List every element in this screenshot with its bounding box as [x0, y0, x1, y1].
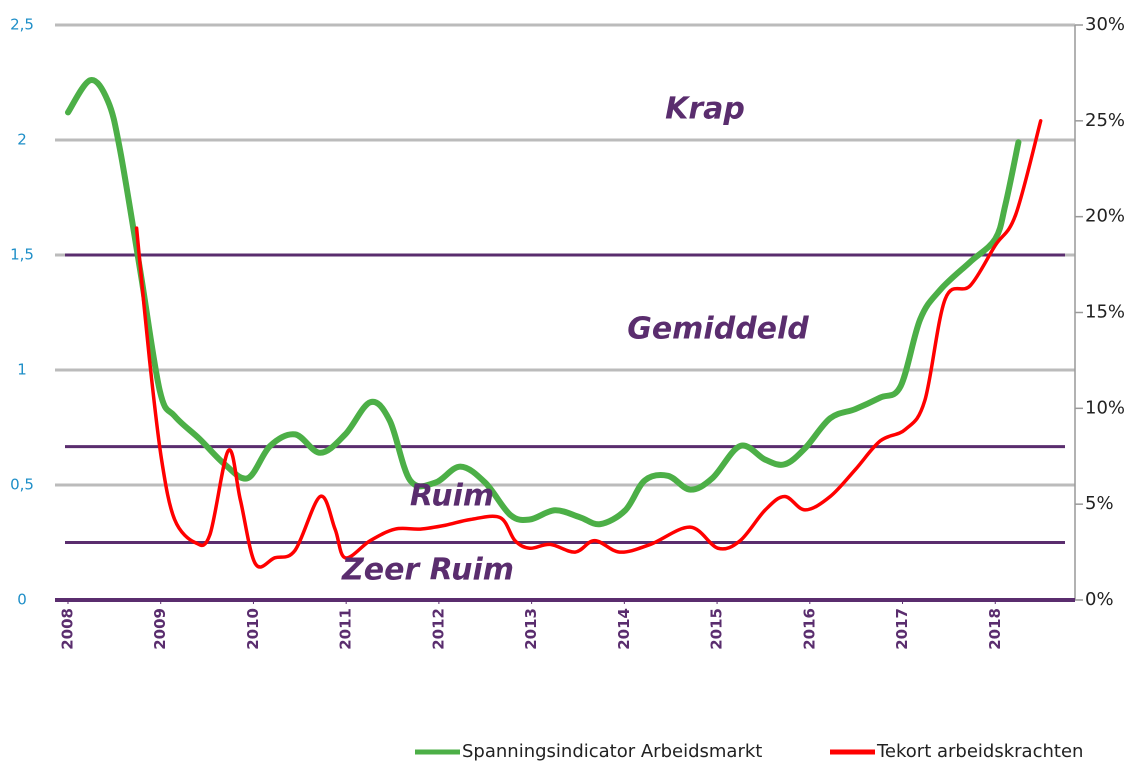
x-tick-label: 2009: [151, 608, 169, 650]
x-tick-label: 2013: [522, 608, 540, 650]
y2-tick-label: 10%: [1085, 397, 1125, 418]
series-line: [64, 77, 1022, 528]
y-tick-label: 1,5: [10, 246, 34, 264]
annotation: Gemiddeld: [627, 312, 809, 347]
legend-label: Spanningsindicator Arbeidsmarkt: [462, 741, 762, 762]
x-tick-label: 2012: [429, 608, 447, 650]
x-tick-label: 2015: [708, 608, 726, 650]
x-tick-label: 2011: [337, 608, 355, 650]
y2-tick-label: 5%: [1085, 493, 1114, 514]
y-tick-label: 2,5: [10, 16, 34, 34]
y-tick-label: 2: [17, 131, 27, 149]
x-tick-label: 2018: [986, 608, 1004, 650]
y2-tick-label: 25%: [1085, 110, 1125, 131]
annotation: Krap: [665, 92, 745, 127]
annotation: Ruim: [410, 479, 494, 514]
annotation: Zeer Ruim: [341, 553, 514, 588]
x-tick-label: 2010: [244, 608, 262, 650]
series-line: [134, 119, 1043, 569]
y-tick-label: 0,5: [10, 476, 34, 494]
x-tick-label: 2014: [615, 608, 633, 650]
legend-label: Tekort arbeidskrachten: [876, 741, 1083, 762]
x-tick-label: 2008: [58, 608, 76, 650]
x-tick-label: 2016: [800, 608, 818, 650]
y2-tick-label: 20%: [1085, 206, 1125, 227]
y2-tick-label: 30%: [1085, 14, 1125, 35]
y-tick-label: 0: [17, 591, 27, 609]
y2-tick-label: 15%: [1085, 302, 1125, 323]
x-tick-label: 2017: [893, 608, 911, 650]
y-tick-label: 1: [17, 361, 27, 379]
y2-tick-label: 0%: [1085, 589, 1114, 610]
